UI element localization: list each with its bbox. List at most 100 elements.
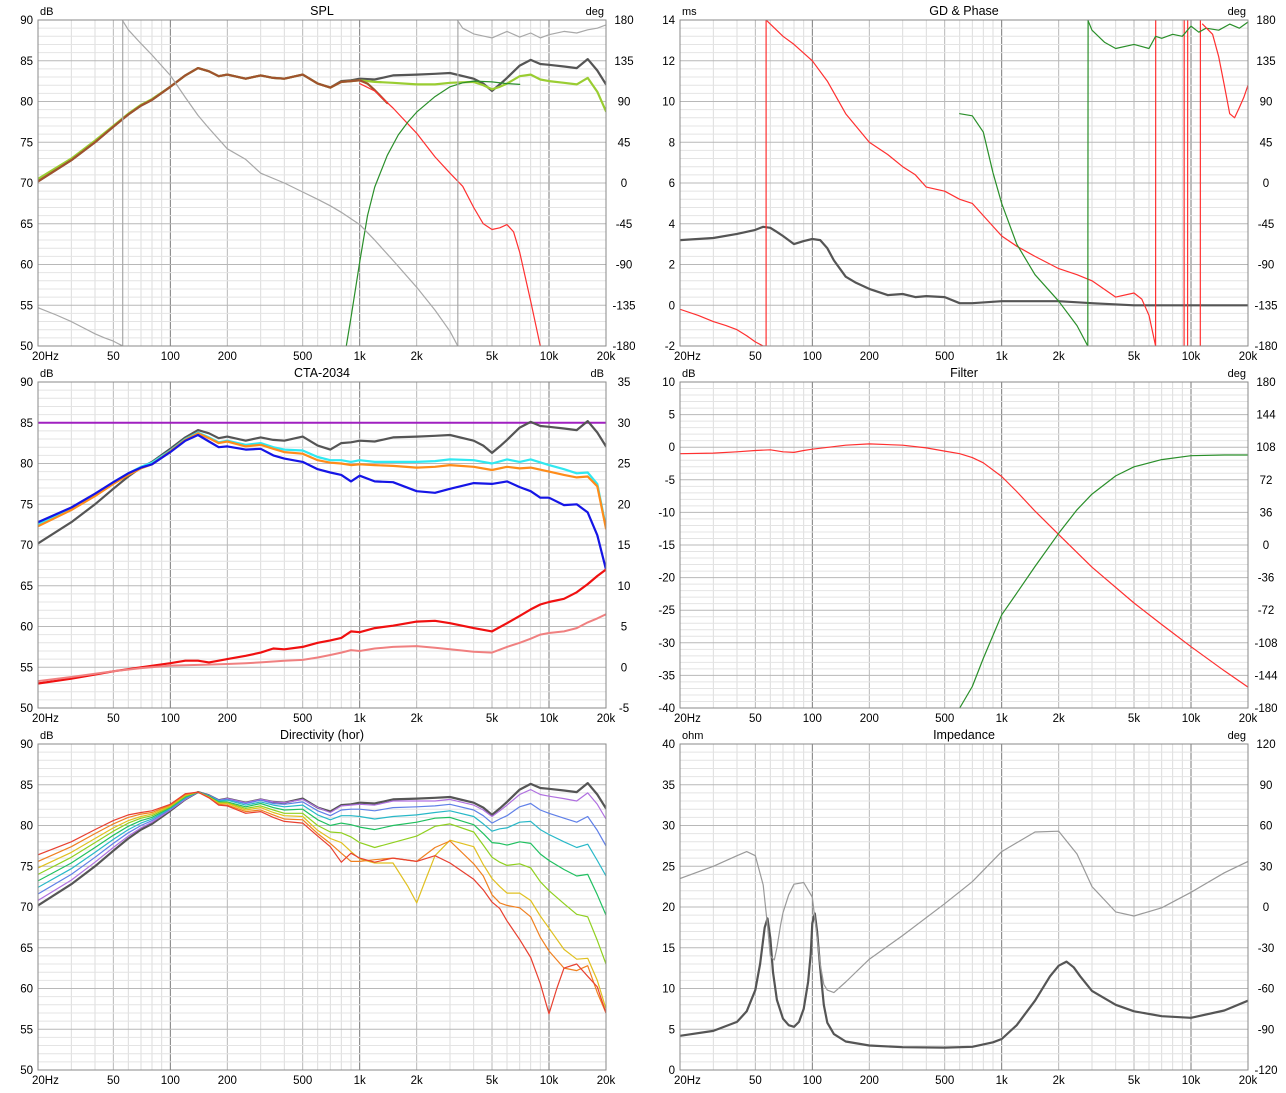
y-tick-label: 5 — [669, 1024, 675, 1036]
x-tick-label: 200 — [218, 713, 237, 725]
y-tick-label: 65 — [20, 943, 33, 955]
x-tick-label: 10k — [540, 1075, 559, 1087]
x-tick-label: 2k — [1053, 713, 1065, 725]
y2-tick-label: 144 — [1256, 410, 1276, 422]
x-tick-label: 1k — [354, 1075, 366, 1087]
x-tick-label: 20k — [1239, 351, 1258, 363]
y2-tick-label: -30 — [1258, 943, 1275, 955]
x-tick-label: 2k — [1053, 1075, 1065, 1087]
right-unit-label: deg — [586, 6, 604, 18]
x-tick-label: 1k — [996, 713, 1008, 725]
y2-tick-label: 90 — [1260, 97, 1273, 109]
grid — [38, 744, 606, 1070]
y2-tick-label: 5 — [621, 622, 627, 634]
y-tick-label: 20 — [662, 902, 675, 914]
y-tick-label: 80 — [20, 459, 33, 471]
y2-tick-label: 0 — [1263, 902, 1269, 914]
y-tick-label: 0 — [669, 300, 675, 312]
x-tick-label: 200 — [218, 1075, 237, 1087]
y-tick-label: 5 — [669, 410, 675, 422]
x-tick-label: 500 — [935, 713, 954, 725]
x-tick-label: 100 — [803, 1075, 822, 1087]
y2-tick-label: 20 — [618, 499, 631, 511]
y2-tick-label: -144 — [1254, 670, 1278, 682]
x-tick-label: 10k — [540, 351, 559, 363]
x-tick-label: 5k — [486, 713, 498, 725]
x-tick-label: 50 — [749, 351, 762, 363]
x-tick-label: 20Hz — [674, 351, 701, 363]
y-tick-label: -5 — [665, 475, 675, 487]
left-unit-label: ohm — [682, 730, 703, 742]
y-tick-label: -30 — [658, 638, 675, 650]
y-tick-label: 10 — [662, 97, 675, 109]
y-tick-label: 4 — [669, 219, 676, 231]
x-tick-label: 20k — [597, 1075, 616, 1087]
x-tick-label: 100 — [161, 351, 180, 363]
x-tick-label: 50 — [107, 351, 120, 363]
y-tick-label: 8 — [669, 137, 675, 149]
y-tick-label: 15 — [662, 943, 675, 955]
x-tick-label: 2k — [411, 351, 423, 363]
y2-tick-label: -90 — [616, 260, 633, 272]
x-tick-label: 500 — [935, 1075, 954, 1087]
y2-tick-label: 36 — [1260, 507, 1273, 519]
y-tick-label: 2 — [669, 260, 675, 272]
right-unit-label: dB — [591, 368, 604, 380]
x-tick-label: 20Hz — [32, 1075, 59, 1087]
y2-tick-label: -45 — [616, 219, 633, 231]
y2-tick-label: 180 — [1256, 15, 1275, 27]
x-tick-label: 1k — [996, 351, 1008, 363]
chart-title: Filter — [950, 366, 978, 380]
x-tick-label: 50 — [749, 1075, 762, 1087]
y2-tick-label: 35 — [618, 377, 631, 389]
y-tick-label: -35 — [658, 670, 675, 682]
y2-tick-label: 135 — [1256, 56, 1275, 68]
y-tick-label: 25 — [662, 861, 675, 873]
left-unit-label: ms — [682, 6, 697, 18]
x-tick-label: 5k — [1128, 1075, 1140, 1087]
y-tick-label: 60 — [20, 260, 33, 272]
x-tick-label: 20k — [597, 713, 616, 725]
y-tick-label: 85 — [20, 418, 33, 430]
y-tick-label: 35 — [662, 780, 675, 792]
y-tick-label: 70 — [20, 902, 33, 914]
y-tick-label: 85 — [20, 56, 33, 68]
x-tick-label: 1k — [996, 1075, 1008, 1087]
y-tick-label: 90 — [20, 15, 33, 27]
y-tick-label: 0 — [669, 442, 675, 454]
y-tick-label: 70 — [20, 178, 33, 190]
y2-tick-label: 45 — [1260, 137, 1273, 149]
x-tick-label: 2k — [411, 1075, 423, 1087]
y-tick-label: 85 — [20, 780, 33, 792]
y-tick-label: 90 — [20, 739, 33, 751]
x-tick-label: 10k — [1182, 713, 1201, 725]
y-tick-label: 10 — [662, 984, 675, 996]
y2-tick-label: 30 — [1260, 861, 1273, 873]
y2-tick-label: 25 — [618, 459, 631, 471]
left-unit-label: dB — [40, 6, 53, 18]
x-tick-label: 100 — [803, 351, 822, 363]
y2-tick-label: 0 — [621, 178, 627, 190]
grid — [38, 382, 606, 708]
left-unit-label: dB — [40, 368, 53, 380]
y2-tick-label: -5 — [619, 703, 629, 715]
x-tick-label: 20Hz — [32, 713, 59, 725]
x-tick-label: 50 — [107, 713, 120, 725]
chart-title: CTA-2034 — [294, 366, 350, 380]
y2-tick-label: 108 — [1256, 442, 1275, 454]
y-tick-label: 55 — [20, 300, 33, 312]
y-tick-label: -15 — [658, 540, 675, 552]
x-tick-label: 100 — [161, 713, 180, 725]
chart-title: GD & Phase — [929, 4, 999, 18]
y2-tick-label: 90 — [618, 97, 631, 109]
y2-tick-label: 0 — [621, 662, 627, 674]
y-tick-label: 40 — [662, 739, 675, 751]
y2-tick-label: -120 — [1254, 1065, 1277, 1077]
x-tick-label: 500 — [293, 351, 312, 363]
x-tick-label: 20k — [1239, 713, 1258, 725]
y-tick-label: 90 — [20, 377, 33, 389]
y2-tick-label: 60 — [1260, 821, 1273, 833]
